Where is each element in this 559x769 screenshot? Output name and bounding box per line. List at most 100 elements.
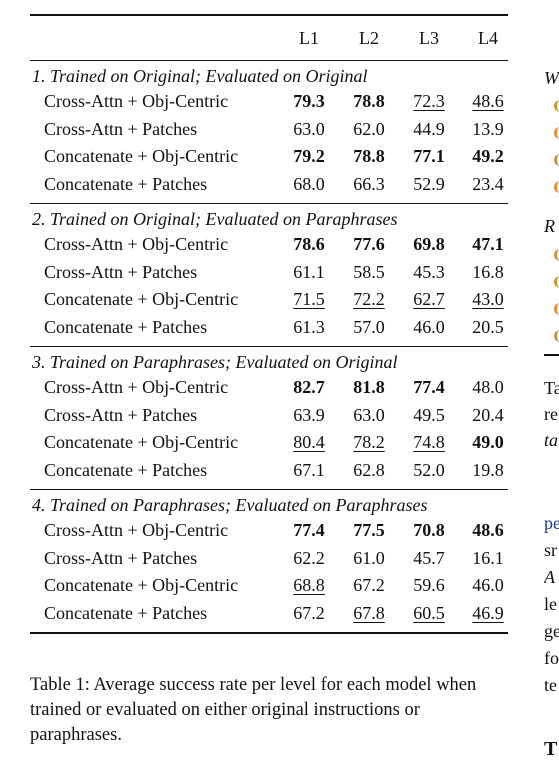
table-row: Cross-Attn + Obj-Centric 77.4 77.5 70.8 48.6 [30,518,508,546]
bullet-icon [554,154,559,166]
table-body: 1. Trained on Original; Evaluated on Ori… [30,60,508,632]
table-cell: 16.8 [472,261,504,282]
table-cell: 60.5 [413,602,445,623]
table-row: Concatenate + Obj-Centric 71.5 72.2 62.7 43.… [30,287,508,315]
bullet-icon [554,127,559,139]
table-cell: 19.8 [472,459,504,480]
table-caption: Table 1: Average success rate per level … [30,675,477,745]
table-row: Cross-Attn + Obj-Centric 78.6 77.6 69.8 47.1 [30,232,508,260]
row-label: Concatenate + Obj-Centric [44,289,239,309]
table-cell: 62.0 [353,118,385,139]
table-cell: 13.9 [472,118,504,139]
table-bottom-rule [30,632,508,634]
table-section: 2. Trained on Original; Evaluated on Par… [30,206,508,346]
table-cell: 68.8 [293,575,325,595]
table-cell: 69.8 [413,234,445,254]
table-cell: 23.4 [472,173,504,194]
table-cell: 77.6 [353,234,385,254]
bullet-icon [554,100,559,112]
fragment-text: W [544,68,559,88]
table-cell: 45.7 [413,547,445,568]
fragment-text: ta [544,430,559,450]
table-cell: 61.3 [293,316,325,337]
fragment-text: fo [544,648,559,668]
table-cell: 77.1 [413,146,445,166]
table-cell: 72.3 [413,91,445,111]
table-row: Cross-Attn + Obj-Centric 79.3 78.8 72.3 48.6 [30,89,508,117]
column-header-l1: L1 [299,28,319,48]
table-cell: 74.8 [413,432,445,452]
table-section: 1. Trained on Original; Evaluated on Ori… [30,63,508,203]
row-label: Cross-Attn + Patches [44,404,198,425]
row-label: Concatenate + Patches [44,459,208,480]
section-title: 2. Trained on Original; Evaluated on Par… [32,209,398,229]
row-label: Cross-Attn + Patches [44,118,198,139]
table-cell: 44.9 [413,118,445,139]
row-label: Cross-Attn + Patches [44,547,198,568]
table-cell: 80.4 [293,432,325,452]
table-cell: 52.0 [413,459,445,480]
fragment-rule [544,354,559,356]
table-row: Cross-Attn + Obj-Centric 82.7 81.8 77.4 48.0 [30,375,508,403]
table-cell: 77.4 [413,377,445,397]
results-table: L1 L2 L3 L4 1. Trained on Original; Eval… [30,14,508,634]
bullet-icon [554,181,559,193]
table-cell: 62.2 [293,547,325,568]
table-cell: 62.7 [413,289,445,309]
table-row: Concatenate + Obj-Centric 79.2 78.8 77.1 49.… [30,144,508,172]
table-cell: 68.0 [293,173,325,194]
section-rule [30,203,508,204]
table-cell: 47.1 [472,234,504,254]
fragment-text: R [544,216,555,236]
fragment-text: te [544,675,557,695]
table-cell: 63.0 [293,118,325,139]
bullet-icon [554,249,559,261]
row-label: Cross-Attn + Obj-Centric [44,377,229,397]
table-cell: 52.9 [413,173,445,194]
section-rule [30,60,508,61]
table-cell: 46.0 [472,575,504,595]
table-cell: 61.0 [353,547,385,568]
table-cell: 78.8 [353,146,385,166]
fragment-heading: T [544,738,558,760]
table-cell: 63.9 [293,404,325,425]
table-cell: 79.2 [293,146,325,166]
row-label: Concatenate + Patches [44,173,208,194]
row-label: Concatenate + Patches [44,316,208,337]
table-row: Concatenate + Patches 68.0 66.3 52.9 23.4 [30,172,508,200]
table-row: Cross-Attn + Patches 61.1 58.5 45.3 16.8 [30,260,508,288]
table-cell: 48.6 [472,91,504,111]
row-label: Cross-Attn + Obj-Centric [44,234,229,254]
table-cell: 67.2 [293,602,325,623]
table-row: Concatenate + Obj-Centric 68.8 67.2 59.6 46.… [30,573,508,601]
fragment-link-text: pe [544,513,559,533]
table-cell: 77.4 [293,520,325,540]
table-cell: 63.0 [353,404,385,425]
table-row: Cross-Attn + Patches 63.0 62.0 44.9 13.9 [30,117,508,145]
section-title: 3. Trained on Paraphrases; Evaluated on … [32,352,398,372]
table-row: Concatenate + Patches 67.1 62.8 52.0 19.8 [30,458,508,486]
table-cell: 57.0 [353,316,385,337]
section-rule [30,489,508,490]
table-cell: 82.7 [293,377,325,397]
table-cell: 71.5 [293,289,325,309]
table-cell: 59.6 [413,575,445,595]
row-label: Cross-Attn + Patches [44,261,198,282]
column-header-l4: L4 [478,28,498,48]
section-title: 4. Trained on Paraphrases; Evaluated on … [32,495,428,515]
table-section: 4. Trained on Paraphrases; Evaluated on … [30,492,508,632]
table-cell: 72.2 [353,289,385,309]
table-cell: 81.8 [353,377,385,397]
table-cell: 67.2 [353,575,385,595]
table-cell: 67.8 [353,602,385,623]
table-cell: 45.3 [413,261,445,282]
bullet-icon [554,303,559,315]
table-cell: 78.6 [293,234,325,254]
table-header-row: L1 L2 L3 L4 [30,16,508,60]
column-header-l2: L2 [359,28,379,48]
table-cell: 48.6 [472,520,504,540]
fragment-text: le [544,594,557,614]
column-header-l3: L3 [419,28,439,48]
table-cell: 20.5 [472,316,504,337]
table-row: Cross-Attn + Patches 62.2 61.0 45.7 16.1 [30,546,508,574]
